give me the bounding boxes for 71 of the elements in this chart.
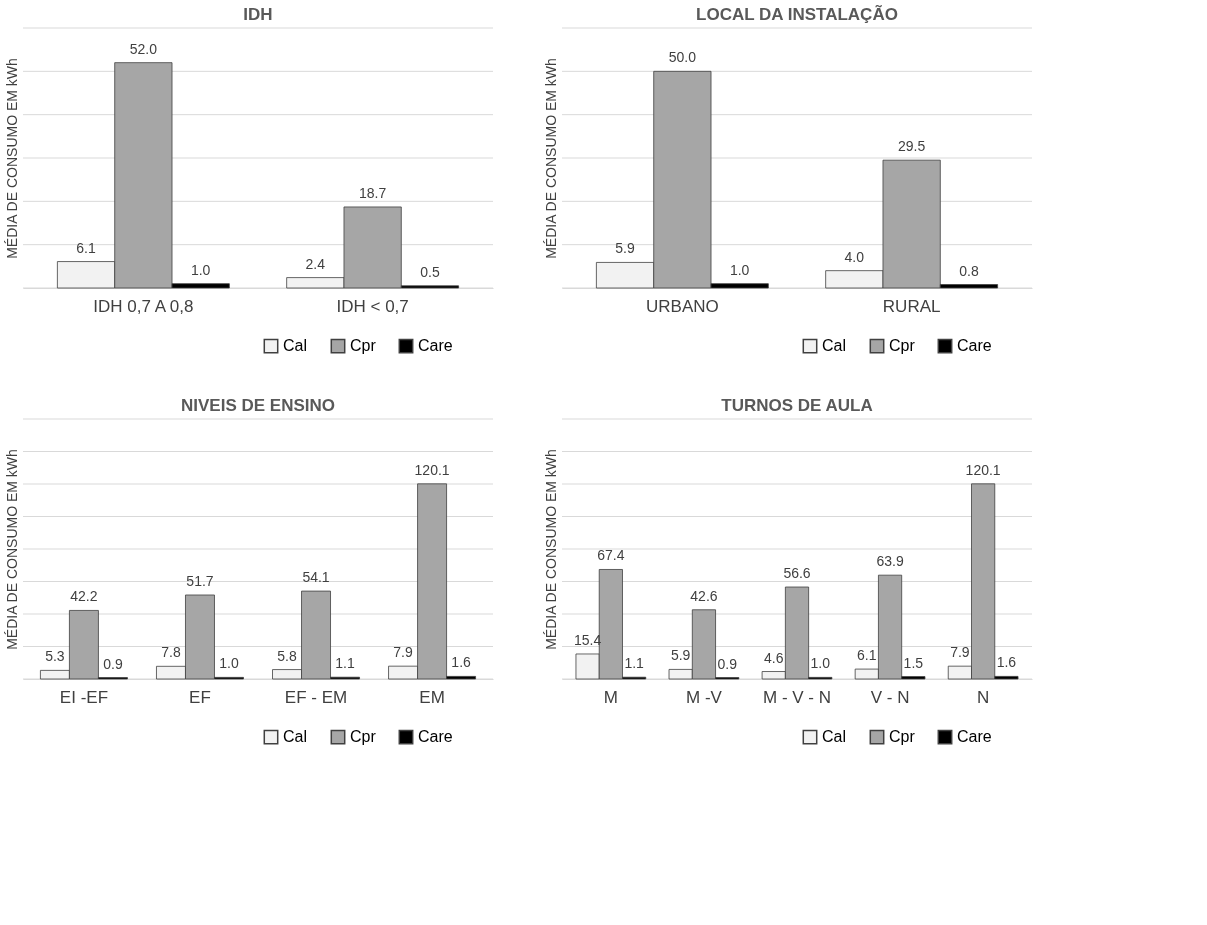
chart-title: TURNOS DE AULA (721, 395, 873, 415)
data-label: 1.6 (996, 654, 1017, 671)
data-label: 120.1 (414, 461, 450, 478)
data-label: 1.1 (335, 655, 355, 672)
x-tick-label: RURAL (882, 296, 941, 316)
legend-label: Care (957, 728, 992, 746)
x-tick-label: EI -EF (59, 687, 109, 707)
data-label: 120.1 (965, 461, 1001, 478)
data-label: 1.0 (219, 655, 239, 672)
x-tick-label: EF (189, 687, 211, 707)
x-tick-label: M -V (685, 687, 723, 707)
legend-label: Care (418, 337, 453, 355)
data-label: 4.0 (844, 248, 865, 265)
data-label: 5.3 (45, 648, 65, 665)
data-label: 52.0 (129, 40, 158, 57)
data-label: 5.8 (277, 647, 297, 664)
legend-label: Care (418, 728, 453, 746)
data-label: 51.7 (186, 572, 214, 589)
data-label: 6.1 (76, 239, 96, 256)
chart-title: NIVEIS DE ENSINO (181, 395, 335, 415)
data-label: 29.5 (898, 138, 926, 155)
chart-title: LOCAL DA INSTALAÇÃO (696, 3, 898, 24)
data-label: 5.9 (670, 647, 691, 664)
data-label: 50.0 (668, 49, 697, 66)
data-label: 56.6 (783, 565, 811, 582)
y-axis-title: MÉDIA DE CONSUMO EM kWh (3, 58, 20, 259)
data-label: 1.1 (624, 655, 645, 672)
data-label: 42.2 (70, 588, 98, 605)
legend-label: Cal (283, 728, 308, 746)
x-tick-label: EM (419, 687, 445, 707)
x-tick-label: M - V - N (763, 687, 831, 707)
data-label: 54.1 (302, 569, 330, 586)
x-tick-label: URBANO (646, 296, 719, 316)
data-label: 1.5 (903, 654, 924, 671)
y-axis-title: MÉDIA DE CONSUMO EM kWh (542, 449, 559, 650)
data-label: 42.6 (690, 587, 718, 604)
x-tick-label: IDH 0,7 A 0,8 (93, 296, 194, 316)
legend-label: Care (957, 337, 992, 355)
data-label: 18.7 (359, 184, 387, 201)
y-axis-title: MÉDIA DE CONSUMO EM kWh (542, 58, 559, 259)
data-label: 5.9 (615, 240, 635, 257)
data-label: 6.1 (857, 647, 877, 664)
legend-label: Cpr (350, 337, 377, 355)
data-label: 7.9 (950, 644, 970, 661)
data-label: 0.5 (420, 263, 440, 280)
data-label: 7.9 (393, 644, 413, 661)
x-tick-label: EF - EM (284, 687, 348, 707)
y-axis-title: MÉDIA DE CONSUMO EM kWh (3, 449, 20, 650)
data-label: 1.0 (190, 261, 211, 278)
data-label: 1.6 (451, 654, 472, 671)
legend-label: Cal (822, 728, 847, 746)
legend-label: Cal (283, 337, 308, 355)
legend-label: Cpr (889, 337, 916, 355)
data-label: 1.0 (810, 655, 831, 672)
x-tick-label: N (977, 687, 990, 707)
data-label: 0.9 (103, 655, 123, 672)
legend-label: Cal (822, 337, 847, 355)
x-tick-label: V - N (870, 687, 910, 707)
data-label: 1.0 (729, 261, 750, 278)
chart-title: IDH (243, 4, 273, 24)
legend-label: Cpr (889, 728, 916, 746)
legend-label: Cpr (350, 728, 377, 746)
data-label: 0.8 (959, 262, 979, 279)
data-label: 2.4 (305, 255, 326, 272)
data-label: 0.9 (717, 655, 738, 672)
x-tick-label: M (603, 687, 618, 707)
data-label: 67.4 (597, 547, 625, 564)
data-label: 7.8 (161, 644, 181, 661)
x-tick-label: IDH < 0,7 (336, 296, 409, 316)
data-label: 63.9 (876, 553, 904, 570)
data-label: 4.6 (764, 649, 784, 666)
